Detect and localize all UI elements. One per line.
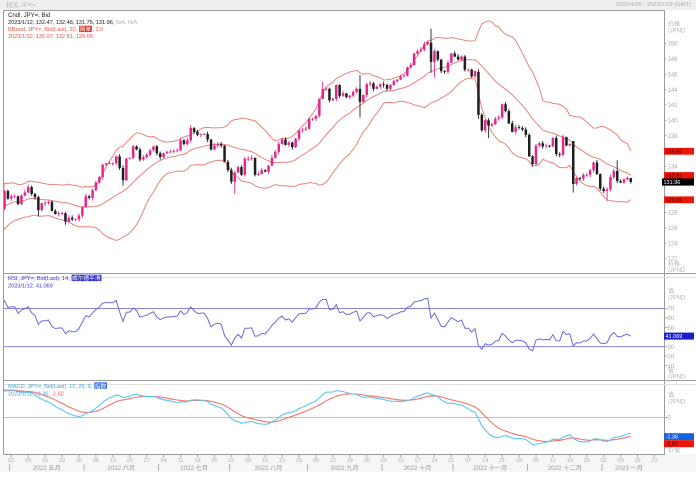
svg-text:-1.36: -1.36 — [666, 435, 679, 441]
svg-text:05: 05 — [313, 458, 319, 464]
svg-text:/JPND: /JPND — [668, 29, 686, 35]
svg-text:14: 14 — [482, 458, 488, 464]
svg-text:指数: 指数 — [95, 382, 107, 390]
svg-text:150: 150 — [668, 42, 679, 48]
svg-text:-1.62: -1.62 — [666, 442, 679, 448]
svg-text:129.65: 129.65 — [666, 198, 683, 204]
svg-text:126: 126 — [668, 226, 679, 232]
svg-text:06: 06 — [93, 458, 99, 464]
svg-text:2022 十一月: 2022 十一月 — [473, 464, 507, 472]
svg-text:09: 09 — [25, 458, 31, 464]
svg-text:2022 七月: 2022 七月 — [180, 464, 208, 472]
svg-text:BBand, JPY=, Bid(Last), 20,: BBand, JPY=, Bid(Last), 20, — [8, 27, 78, 33]
svg-text:20: 20 — [127, 458, 133, 464]
svg-text:23: 23 — [59, 458, 65, 464]
svg-text:0: 0 — [668, 416, 672, 422]
svg-text:相关 JPY=: 相关 JPY= — [6, 0, 36, 9]
svg-text:30: 30 — [76, 458, 82, 464]
svg-text:MACD, JPY=, Bid(Last), 12, 26,: MACD, JPY=, Bid(Last), 12, 26, 9, — [8, 384, 93, 390]
svg-text:Cndl, JPY=, Bid: Cndl, JPY=, Bid — [8, 13, 50, 19]
svg-text:10: 10 — [668, 364, 675, 370]
svg-text:01: 01 — [228, 458, 234, 464]
svg-text:41.069: 41.069 — [666, 334, 683, 340]
svg-text:09: 09 — [617, 458, 623, 464]
svg-text:2022 六月: 2022 六月 — [107, 464, 135, 472]
svg-text:22: 22 — [279, 458, 285, 464]
svg-text:2023 一月: 2023 一月 — [615, 465, 643, 472]
svg-text:26: 26 — [364, 458, 370, 464]
svg-text:02: 02 — [8, 458, 14, 464]
svg-text:/JPND: /JPND — [668, 268, 686, 274]
svg-text:2022 五月: 2022 五月 — [33, 465, 61, 472]
svg-text:价值: 价值 — [668, 446, 680, 454]
svg-text:122: 122 — [668, 257, 679, 263]
svg-text:19: 19 — [567, 458, 573, 464]
svg-text:12: 12 — [550, 458, 556, 464]
svg-text:15: 15 — [262, 458, 268, 464]
svg-text:2023/1/12, -1.36, -1.62: 2023/1/12, -1.36, -1.62 — [8, 392, 64, 398]
svg-text:10: 10 — [397, 458, 403, 464]
svg-text:08: 08 — [245, 458, 251, 464]
svg-text:135.97: 135.97 — [666, 149, 683, 155]
svg-text:128: 128 — [668, 211, 679, 217]
svg-text:04: 04 — [161, 458, 167, 464]
svg-text:RSI, JPY=, Bid(Last), 14,: RSI, JPY=, Bid(Last), 14, — [8, 276, 70, 282]
svg-text:50: 50 — [668, 326, 675, 332]
svg-text:13: 13 — [110, 458, 116, 464]
svg-text:威尔德平滑: 威尔德平滑 — [72, 274, 101, 282]
svg-text:25: 25 — [211, 458, 217, 464]
svg-text:2023/1/12, 132.47, 132.48, 131: 2023/1/12, 132.47, 132.48, 131.75, 131.9… — [8, 20, 137, 26]
svg-text:值: 值 — [668, 367, 674, 375]
svg-text:/JPND: /JPND — [668, 400, 686, 406]
svg-text:值: 值 — [668, 391, 674, 399]
svg-text:148: 148 — [668, 57, 679, 63]
svg-text:24: 24 — [431, 458, 437, 464]
svg-text:18: 18 — [194, 458, 200, 464]
svg-text:02: 02 — [601, 458, 607, 464]
svg-text:70: 70 — [668, 307, 675, 313]
svg-text:23: 23 — [651, 458, 657, 464]
svg-text:价格: 价格 — [668, 260, 680, 268]
svg-text:140: 140 — [668, 119, 679, 125]
svg-text:27: 27 — [144, 458, 150, 464]
svg-text:2022 十月: 2022 十月 — [404, 464, 432, 472]
svg-text:138: 138 — [668, 134, 679, 140]
svg-text:19: 19 — [347, 458, 353, 464]
svg-text:16: 16 — [634, 458, 640, 464]
svg-text:03: 03 — [381, 458, 387, 464]
svg-text:07: 07 — [465, 458, 471, 464]
svg-text:142: 142 — [668, 103, 679, 109]
svg-text:11: 11 — [178, 458, 184, 464]
svg-text:20: 20 — [668, 354, 675, 360]
svg-text:16: 16 — [42, 458, 48, 464]
svg-text:29: 29 — [296, 458, 302, 464]
svg-text:26: 26 — [584, 458, 590, 464]
svg-text:31: 31 — [448, 458, 454, 464]
svg-text:05: 05 — [533, 458, 539, 464]
svg-text:/JPND: /JPND — [668, 375, 686, 381]
svg-text:132.81: 132.81 — [666, 174, 683, 180]
svg-text:2022/4/26 - 2023/1/19 (GMT): 2022/4/26 - 2023/1/19 (GMT) — [616, 2, 691, 8]
svg-text:131.96: 131.96 — [664, 180, 681, 186]
svg-text:2023/1/12, 41.069: 2023/1/12, 41.069 — [8, 284, 53, 290]
svg-text:简单: 简单 — [80, 25, 92, 33]
svg-text:2023/1/12, 135.97, 132.81, 129: 2023/1/12, 135.97, 132.81, 129.65 — [8, 34, 93, 40]
svg-text:12: 12 — [330, 458, 336, 464]
svg-text:2022 十二月: 2022 十二月 — [548, 464, 582, 472]
svg-text:124: 124 — [668, 241, 679, 247]
svg-text:值: 值 — [668, 287, 674, 295]
svg-text:2022 八月: 2022 八月 — [255, 465, 283, 472]
svg-text:146: 146 — [668, 72, 679, 78]
svg-text:60: 60 — [668, 316, 675, 322]
svg-text:17: 17 — [414, 458, 420, 464]
svg-text:, 2.0: , 2.0 — [93, 27, 104, 33]
svg-text:28: 28 — [516, 458, 522, 464]
svg-text:30: 30 — [668, 345, 675, 351]
svg-text:2022 九月: 2022 九月 — [331, 464, 359, 472]
svg-text:21: 21 — [499, 458, 505, 464]
svg-text:/JPND: /JPND — [668, 296, 686, 302]
svg-text:134: 134 — [668, 165, 679, 171]
svg-text:144: 144 — [668, 88, 679, 94]
svg-text:价格: 价格 — [668, 20, 680, 28]
